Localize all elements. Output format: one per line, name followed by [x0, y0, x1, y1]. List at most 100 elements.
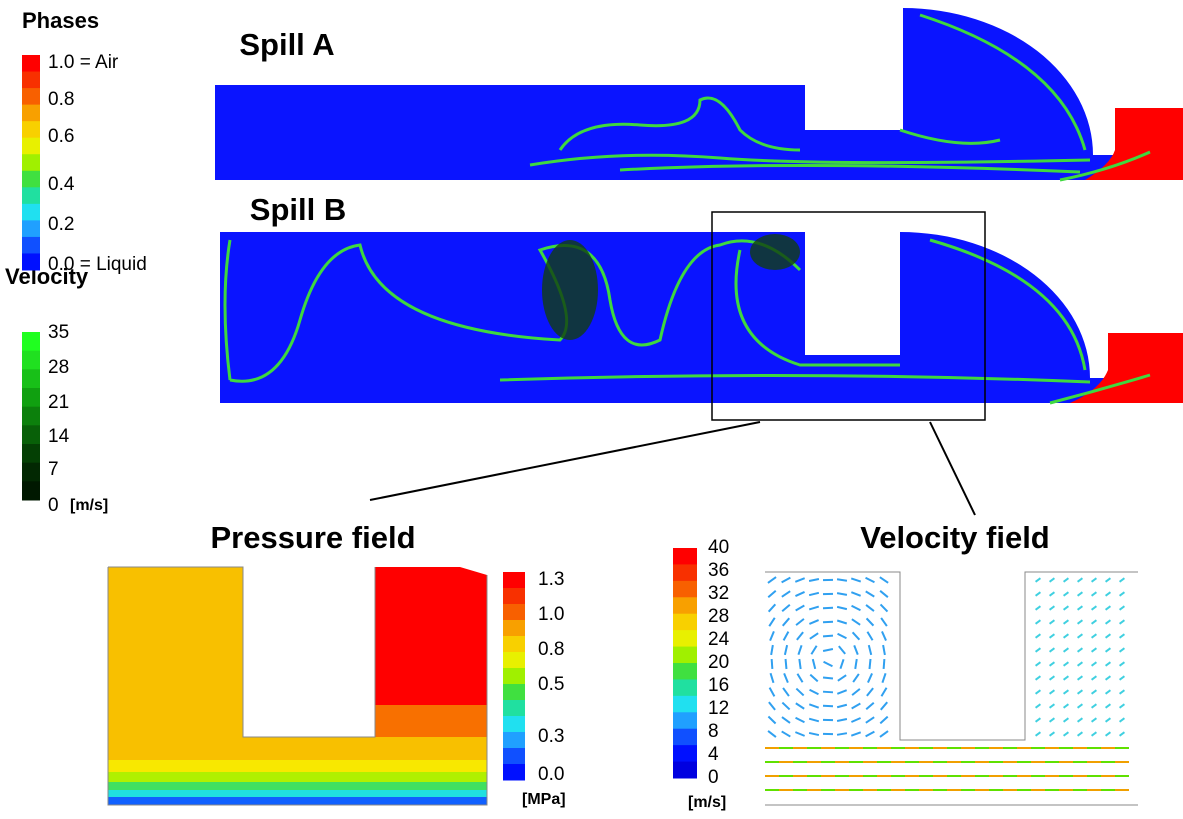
vector-arrow: [1048, 619, 1056, 625]
vector-arrow: [1104, 619, 1112, 625]
vector-arrow: [866, 687, 874, 697]
vector-arrow: [783, 672, 789, 684]
vector-arrow: [1034, 675, 1042, 681]
legend-unit: [MPa]: [522, 791, 566, 808]
vector-arrow: [865, 590, 875, 598]
vector-arrow: [1062, 647, 1070, 653]
colorbar-band: [673, 548, 697, 565]
vector-arrow: [1076, 689, 1084, 695]
vector-arrow: [796, 673, 804, 683]
vector-arrow: [784, 658, 788, 670]
colorbar-band: [22, 121, 40, 139]
vector-arrow: [1090, 591, 1098, 597]
vector-arrow: [767, 576, 777, 584]
vector-arrow: [1048, 703, 1056, 709]
vector-arrow: [783, 644, 789, 656]
vector-arrow: [1076, 605, 1084, 611]
colorbar-band: [673, 630, 697, 648]
vector-arrow: [782, 687, 790, 697]
colorbar-band: [22, 388, 40, 408]
colorbar-band: [673, 597, 697, 615]
vector-arrow: [781, 730, 791, 738]
vector-arrow: [1104, 689, 1112, 695]
vector-arrow: [836, 578, 848, 582]
vector-arrow: [1104, 605, 1112, 611]
vector-arrow: [838, 645, 846, 655]
vector-arrow: [1090, 703, 1098, 709]
vector-arrow: [1076, 661, 1084, 667]
vector-arrow: [1090, 675, 1098, 681]
vector-arrow: [1034, 577, 1042, 583]
vector-arrow: [1062, 717, 1070, 723]
colorbar-band: [673, 580, 697, 598]
vector-arrow: [1076, 731, 1084, 737]
vector-arrow: [1076, 703, 1084, 709]
vector-arrow: [1048, 605, 1056, 611]
vector-arrow: [809, 688, 819, 696]
panel-title: Spill A: [239, 27, 334, 62]
vector-arrow: [1034, 661, 1042, 667]
colorbar-band: [503, 636, 525, 653]
vector-arrow: [1062, 591, 1070, 597]
vector-arrow: [850, 731, 862, 737]
vector-arrow: [1118, 731, 1126, 737]
vector-arrow: [781, 576, 791, 584]
vector-arrow: [1090, 661, 1098, 667]
vector-arrow: [882, 644, 886, 656]
vector-arrow: [867, 673, 873, 683]
vector-arrow: [781, 716, 791, 724]
vector-arrow: [1048, 647, 1056, 653]
vector-arrow: [1118, 689, 1126, 695]
colorbar-band: [22, 369, 40, 389]
vector-arrow: [1090, 731, 1098, 737]
vector-arrow: [808, 717, 820, 723]
legend-label: 0.8: [538, 639, 564, 660]
vector-arrow: [781, 701, 791, 711]
vector-arrow: [865, 716, 875, 724]
vector-arrow: [1104, 731, 1112, 737]
legend-unit: [m/s]: [688, 794, 726, 811]
vector-arrow: [836, 718, 848, 722]
legend-label: 1.3: [538, 569, 564, 590]
vector-arrow: [1076, 717, 1084, 723]
colorbar-band: [22, 236, 40, 254]
vector-arrow: [882, 658, 886, 670]
vector-arrow: [851, 604, 861, 612]
vector-arrow: [1062, 577, 1070, 583]
colorbar-band: [22, 406, 40, 426]
vector-arrow: [795, 591, 805, 597]
colorbar-band: [22, 88, 40, 106]
vector-arrow: [1062, 619, 1070, 625]
vector-arrow: [1062, 661, 1070, 667]
vector-arrow: [808, 591, 820, 597]
vector-arrow: [1034, 731, 1042, 737]
colorbar-band: [22, 350, 40, 370]
vector-arrow: [1048, 633, 1056, 639]
zoom-line: [929, 421, 976, 516]
vector-arrow: [854, 658, 858, 670]
vector-arrow: [795, 618, 805, 626]
vector-arrow: [1104, 647, 1112, 653]
vector-arrow: [1034, 619, 1042, 625]
vector-arrow: [1104, 633, 1112, 639]
colorbar-band: [22, 203, 40, 221]
vector-arrow: [879, 603, 889, 613]
vector-arrow: [809, 673, 819, 683]
vector-arrow: [836, 703, 848, 709]
legend-label: 4: [708, 744, 719, 765]
vector-arrow: [781, 590, 791, 598]
vector-arrow: [795, 604, 805, 612]
vector-arrow: [1034, 689, 1042, 695]
vector-arrow: [1048, 689, 1056, 695]
legend-label: 36: [708, 560, 729, 581]
colorbar-band: [22, 462, 40, 482]
vector-arrow: [850, 577, 862, 583]
vector-arrow: [1062, 689, 1070, 695]
vector-arrow: [1118, 647, 1126, 653]
vector-arrow: [880, 617, 888, 627]
vector-arrow: [879, 576, 889, 584]
vector-arrow: [1048, 577, 1056, 583]
colorbar-band: [673, 745, 697, 763]
colorbar-band: [22, 332, 40, 352]
vector-arrow: [1062, 605, 1070, 611]
